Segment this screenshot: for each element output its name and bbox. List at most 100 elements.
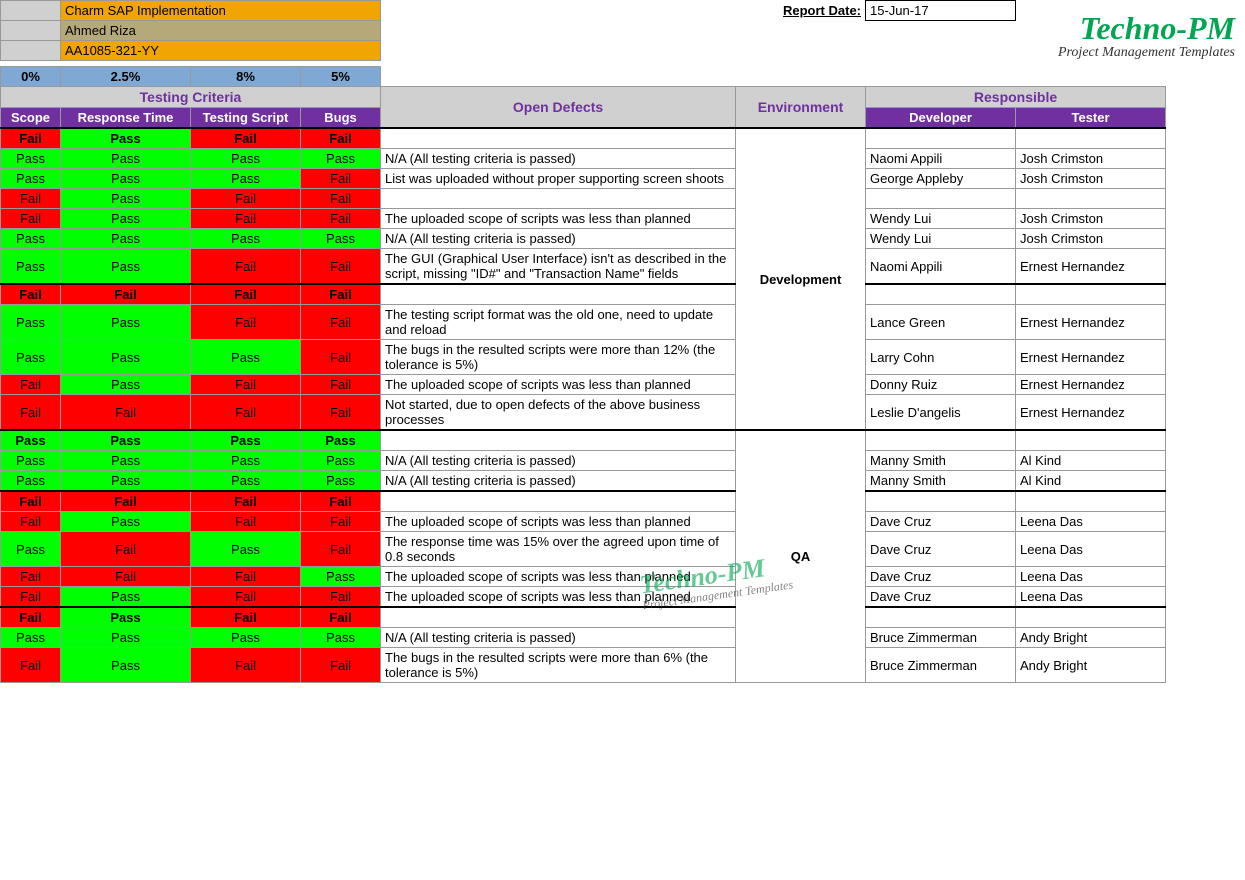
criteria-cell: Pass: [191, 532, 301, 567]
criteria-cell: Pass: [61, 340, 191, 375]
criteria-cell: Fail: [191, 395, 301, 431]
criteria-cell: Fail: [191, 189, 301, 209]
defect-cell: [381, 284, 736, 305]
criteria-cell: Fail: [61, 491, 191, 512]
criteria-cell: Pass: [1, 149, 61, 169]
criteria-cell: Pass: [61, 149, 191, 169]
criteria-cell: Fail: [1, 648, 61, 683]
col-script: Testing Script: [191, 108, 301, 129]
criteria-cell: Fail: [191, 587, 301, 608]
criteria-cell: Pass: [191, 451, 301, 471]
criteria-cell: Fail: [301, 395, 381, 431]
table-row: PassPassPassPassQA: [1, 430, 1166, 451]
defect-cell: The uploaded scope of scripts was less t…: [381, 512, 736, 532]
criteria-cell: Pass: [61, 169, 191, 189]
criteria-cell: Pass: [301, 628, 381, 648]
criteria-cell: Fail: [301, 607, 381, 628]
criteria-cell: Pass: [61, 587, 191, 608]
table-row: FailPassFailFailThe uploaded scope of sc…: [1, 512, 1166, 532]
tester-cell: Al Kind: [1016, 451, 1166, 471]
criteria-cell: Fail: [301, 249, 381, 285]
table-row: FailPassFailFailThe uploaded scope of sc…: [1, 209, 1166, 229]
env-cell: Development: [736, 128, 866, 430]
criteria-cell: Fail: [301, 128, 381, 149]
criteria-cell: Fail: [1, 284, 61, 305]
criteria-cell: Fail: [1, 491, 61, 512]
table-row: PassPassPassPassN/A (All testing criteri…: [1, 628, 1166, 648]
testing-report-table: Charm SAP Implementation Report Date: 15…: [0, 0, 1166, 683]
developer-cell: [866, 128, 1016, 149]
report-date-value: 15-Jun-17: [866, 1, 1016, 21]
table-row: FailPassFailFail: [1, 607, 1166, 628]
defect-cell: N/A (All testing criteria is passed): [381, 149, 736, 169]
col-scope: Scope: [1, 108, 61, 129]
defect-cell: The uploaded scope of scripts was less t…: [381, 209, 736, 229]
tester-cell: Ernest Hernandez: [1016, 305, 1166, 340]
criteria-cell: Fail: [61, 532, 191, 567]
defect-cell: The response time was 15% over the agree…: [381, 532, 736, 567]
criteria-cell: Pass: [301, 430, 381, 451]
defect-cell: The uploaded scope of scripts was less t…: [381, 567, 736, 587]
tester-cell: [1016, 189, 1166, 209]
defect-cell: [381, 491, 736, 512]
criteria-cell: Pass: [61, 648, 191, 683]
table-row: PassPassPassPassN/A (All testing criteri…: [1, 149, 1166, 169]
report-date-label: Report Date:: [736, 1, 866, 21]
tester-cell: [1016, 430, 1166, 451]
criteria-cell: Fail: [301, 340, 381, 375]
tester-cell: Leena Das: [1016, 567, 1166, 587]
criteria-cell: Pass: [1, 430, 61, 451]
table-row: PassPassPassFailList was uploaded withou…: [1, 169, 1166, 189]
developer-cell: [866, 607, 1016, 628]
defect-cell: The GUI (Graphical User Interface) isn't…: [381, 249, 736, 285]
developer-cell: Bruce Zimmerman: [866, 628, 1016, 648]
defect-cell: Not started, due to open defects of the …: [381, 395, 736, 431]
developer-cell: [866, 189, 1016, 209]
developer-cell: Dave Cruz: [866, 567, 1016, 587]
env-cell: QA: [736, 430, 866, 683]
brand-name: Techno-PM: [1058, 10, 1235, 47]
criteria-cell: Fail: [301, 169, 381, 189]
defect-cell: The bugs in the resulted scripts were mo…: [381, 340, 736, 375]
defect-cell: N/A (All testing criteria is passed): [381, 628, 736, 648]
project-code: AA1085-321-YY: [61, 41, 381, 61]
section-env: Environment: [736, 87, 866, 129]
criteria-cell: Fail: [301, 284, 381, 305]
criteria-cell: Fail: [301, 209, 381, 229]
criteria-cell: Pass: [61, 209, 191, 229]
criteria-cell: Pass: [191, 471, 301, 492]
tester-cell: Leena Das: [1016, 587, 1166, 608]
criteria-cell: Pass: [191, 169, 301, 189]
criteria-cell: Pass: [301, 567, 381, 587]
criteria-cell: Fail: [301, 532, 381, 567]
defect-cell: [381, 128, 736, 149]
col-bugs: Bugs: [301, 108, 381, 129]
developer-cell: Wendy Lui: [866, 229, 1016, 249]
tester-cell: Ernest Hernandez: [1016, 249, 1166, 285]
criteria-cell: Fail: [61, 567, 191, 587]
criteria-cell: Pass: [191, 149, 301, 169]
developer-cell: Dave Cruz: [866, 512, 1016, 532]
developer-cell: Donny Ruiz: [866, 375, 1016, 395]
table-row: FailPassFailFailDevelopment: [1, 128, 1166, 149]
defect-cell: The testing script format was the old on…: [381, 305, 736, 340]
criteria-cell: Pass: [61, 305, 191, 340]
criteria-cell: Fail: [301, 512, 381, 532]
criteria-cell: Pass: [61, 628, 191, 648]
criteria-cell: Fail: [191, 491, 301, 512]
tester-cell: Andy Bright: [1016, 628, 1166, 648]
table-row: PassFailPassFailThe response time was 15…: [1, 532, 1166, 567]
criteria-cell: Fail: [1, 587, 61, 608]
defect-cell: N/A (All testing criteria is passed): [381, 471, 736, 492]
criteria-cell: Pass: [61, 430, 191, 451]
tester-cell: [1016, 607, 1166, 628]
developer-cell: Lance Green: [866, 305, 1016, 340]
tester-cell: Josh Crimston: [1016, 169, 1166, 189]
tester-cell: Leena Das: [1016, 512, 1166, 532]
table-row: PassPassPassFailThe bugs in the resulted…: [1, 340, 1166, 375]
criteria-cell: Fail: [191, 249, 301, 285]
percent-row: 0% 2.5% 8% 5%: [1, 67, 1166, 87]
criteria-cell: Fail: [191, 305, 301, 340]
criteria-cell: Fail: [191, 128, 301, 149]
criteria-cell: Pass: [61, 189, 191, 209]
